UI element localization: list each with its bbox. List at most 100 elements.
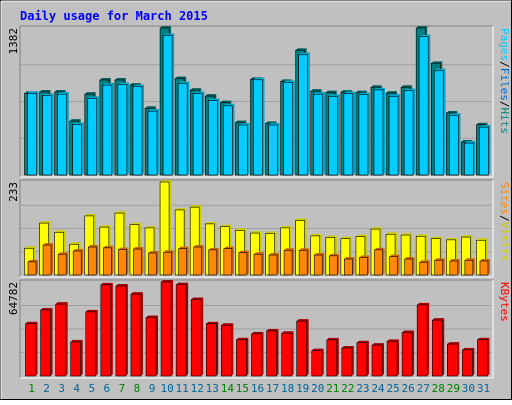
- sites-bar-7: [118, 249, 127, 276]
- pages-bar-9-top: [148, 109, 160, 112]
- sites-bar-5: [87, 246, 97, 276]
- kbytes-bar-21-side: [336, 337, 339, 376]
- sites-bar-6: [103, 247, 112, 276]
- kbytes-bar-31: [477, 339, 488, 377]
- kbytes-bar-28-top: [432, 318, 445, 321]
- pages-bar-1: [27, 93, 37, 176]
- pages-bar-11-side: [187, 81, 190, 175]
- bars-visits: [24, 180, 490, 276]
- kbytes-bar-31-top: [477, 337, 490, 340]
- max-label-kbytes: 64782: [7, 282, 20, 315]
- pages-bar-20-side: [322, 92, 325, 175]
- visits-bar-17-top: [265, 231, 277, 234]
- sites-bar-15: [238, 252, 248, 276]
- day-label-6: 6: [104, 382, 111, 395]
- day-label-4: 4: [73, 382, 80, 395]
- sites-bar-21-side: [337, 253, 340, 275]
- kbytes-bar-4: [70, 341, 81, 377]
- panel-visits: 233 Sites/Visits: [7, 179, 511, 278]
- sites-bar-30-top: [464, 258, 475, 261]
- pages-bar-7-top: [117, 82, 129, 85]
- legend-kbytes: KBytes: [498, 282, 511, 322]
- visits-bar-12-top: [190, 205, 202, 208]
- pages-bar-27-top: [419, 34, 431, 37]
- sites-bar-4-side: [81, 249, 84, 275]
- sites-bar-7-top: [118, 247, 129, 250]
- sites-bar-13-top: [208, 247, 219, 250]
- max-label-visits: 233: [7, 182, 20, 202]
- pages-bar-6-side: [111, 83, 114, 175]
- sites-bar-23-side: [367, 255, 370, 275]
- sites-bar-1-side: [36, 259, 38, 275]
- pages-bar-18-side: [292, 80, 295, 175]
- sites-bar-12-top: [193, 245, 204, 248]
- visits-bar-23-top: [355, 234, 367, 237]
- kbytes-bar-11: [175, 284, 187, 377]
- sites-bar-3-side: [66, 252, 69, 275]
- pages-bar-21-top: [328, 94, 340, 97]
- hits-bar-25-top: [386, 91, 398, 94]
- kbytes-bar-18: [281, 332, 292, 377]
- kbytes-bar-22-top: [341, 345, 354, 348]
- sites-bar-17: [268, 254, 278, 276]
- kbytes-bar-16-top: [251, 331, 264, 334]
- kbytes-bar-7: [115, 285, 127, 377]
- pages-bar-25: [388, 95, 399, 176]
- pages-bar-11-top: [178, 81, 190, 84]
- pages-bar-14: [223, 105, 233, 176]
- pages-bar-16-side: [262, 77, 265, 175]
- pages-bar-7-side: [126, 82, 129, 175]
- pages-bar-5-side: [96, 96, 99, 175]
- kbytes-bar-24-top: [371, 343, 384, 346]
- hits-bar-13-top: [205, 94, 217, 97]
- sites-bar-20-side: [322, 253, 325, 275]
- pages-bar-22-side: [352, 91, 355, 175]
- pages-bar-31-side: [488, 125, 491, 175]
- pages-bar-12-top: [193, 91, 205, 94]
- sites-bar-13-side: [216, 247, 219, 275]
- hits-bar-15-top: [235, 120, 247, 123]
- pages-bar-19-side: [307, 52, 310, 176]
- visits-bar-5-top: [84, 213, 96, 216]
- hits-bar-9-top: [145, 106, 157, 109]
- kbytes-bar-2-top: [40, 307, 53, 310]
- sites-bar-22-top: [344, 257, 355, 260]
- pages-bar-27-side: [428, 34, 431, 176]
- day-label-12: 12: [191, 382, 204, 395]
- pages-bar-8: [132, 86, 143, 176]
- pages-bar-31: [479, 126, 489, 176]
- kbytes-bar-14-side: [231, 323, 234, 376]
- sites-bar-31-top: [479, 259, 490, 262]
- sites-bar-18-side: [292, 248, 295, 275]
- max-label-hits: 1382: [7, 28, 20, 55]
- pages-bar-17-top: [268, 123, 280, 126]
- day-label-5: 5: [88, 382, 95, 395]
- sites-bar-9: [148, 252, 157, 276]
- sites-bar-30: [464, 259, 474, 276]
- kbytes-bar-4-side: [80, 339, 83, 376]
- sites-bar-28-side: [442, 258, 445, 275]
- kbytes-bar-18-side: [291, 331, 294, 376]
- pages-bar-28: [433, 70, 444, 176]
- day-label-16: 16: [251, 382, 264, 395]
- sites-bar-24-top: [374, 247, 385, 250]
- pages-bar-20-top: [313, 92, 325, 95]
- sites-bar-12: [193, 246, 203, 276]
- sites-bar-27-top: [419, 260, 430, 263]
- kbytes-bar-12: [190, 299, 202, 377]
- day-label-10: 10: [160, 382, 173, 395]
- pages-bar-22-top: [343, 91, 355, 94]
- kbytes-bar-30-top: [462, 347, 475, 350]
- pages-bar-31-top: [479, 125, 491, 128]
- pages-bar-9-side: [157, 109, 160, 175]
- visits-bar-19-top: [295, 218, 307, 221]
- kbytes-bar-16: [251, 333, 262, 377]
- kbytes-bar-12-top: [191, 297, 204, 300]
- kbytes-bar-23-top: [356, 340, 369, 343]
- day-label-21: 21: [326, 382, 339, 395]
- hits-bar-3-top: [54, 90, 66, 93]
- hits-bar-20-top: [310, 89, 322, 92]
- kbytes-bar-18-top: [281, 331, 294, 334]
- kbytes-bar-25-side: [397, 339, 400, 376]
